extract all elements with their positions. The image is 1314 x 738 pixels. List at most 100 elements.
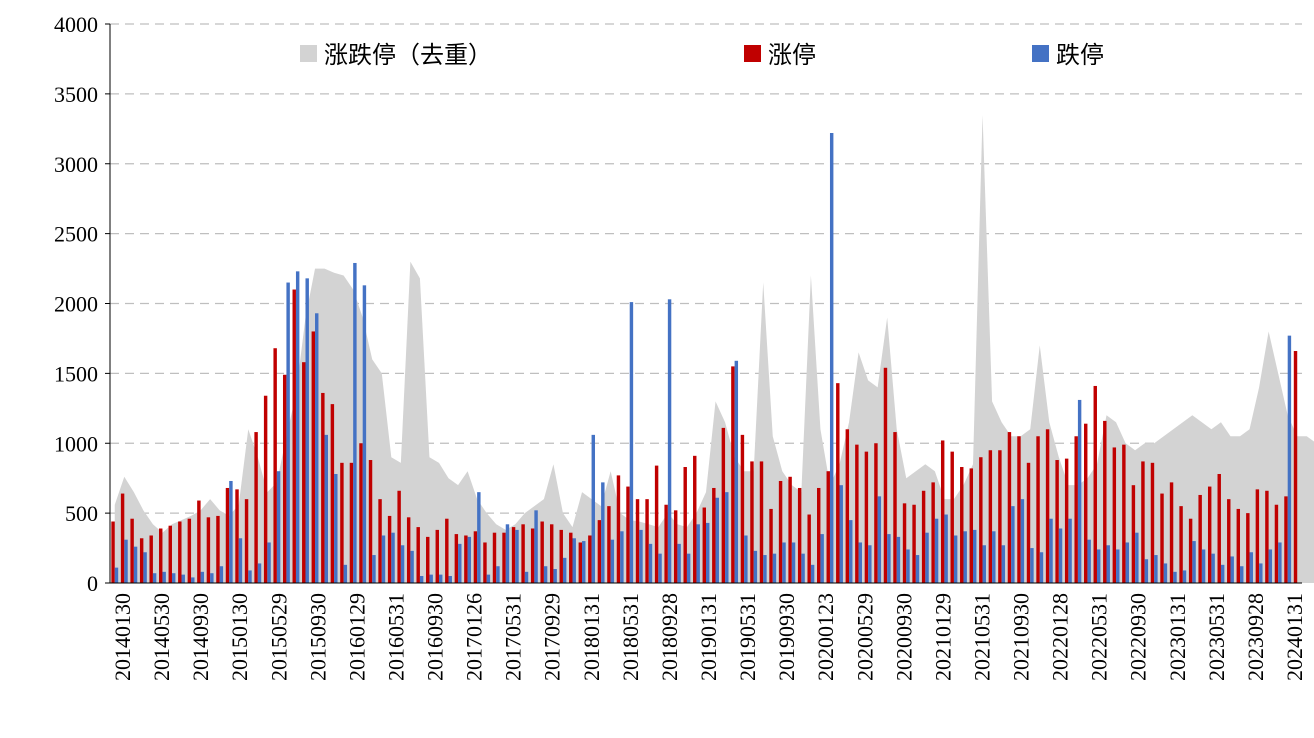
legend-item: 涨停 [744, 41, 816, 69]
bar-limit-up [1188, 518, 1193, 583]
bar-limit-down [782, 542, 786, 583]
x-tick-label: 20180928 [657, 593, 682, 681]
bar-limit-down [1135, 532, 1139, 583]
bar-limit-down [267, 542, 271, 583]
bar-limit-down [868, 545, 872, 583]
bar-limit-down [1173, 571, 1177, 583]
bar-limit-up [1026, 462, 1031, 583]
x-tick-label: 20190930 [774, 593, 799, 681]
bar-limit-down [1278, 542, 1282, 583]
bar-limit-down [524, 571, 529, 583]
bar-limit-down [171, 573, 176, 583]
bar-limit-down [372, 555, 376, 583]
bar-limit-up [750, 461, 754, 583]
legend-label: 涨停 [768, 41, 816, 69]
bar-limit-up [149, 535, 153, 583]
bar-limit-up [530, 528, 535, 583]
bar-limit-down [858, 542, 863, 583]
bar-limit-down [572, 538, 576, 583]
bar-limit-up [864, 451, 869, 583]
x-tick-label: 20180531 [618, 593, 643, 681]
bar-limit-down [629, 302, 634, 583]
bar-limit-up [178, 521, 182, 583]
bar-limit-up [712, 487, 716, 583]
x-tick-label: 20160129 [344, 593, 369, 681]
bar-limit-up [187, 518, 192, 583]
bar-limit-up [921, 490, 926, 583]
bar-limit-up [435, 529, 439, 583]
bar-limit-up [1112, 447, 1117, 583]
bar-limit-down [1230, 556, 1234, 583]
bar-limit-up [368, 460, 373, 583]
x-tick-label: 20180131 [579, 593, 604, 681]
bar-limit-down [1106, 545, 1110, 583]
bar-limit-down [553, 569, 557, 583]
bar-limit-up [797, 487, 802, 583]
x-tick-label: 20170126 [462, 593, 487, 681]
bar-limit-up [683, 467, 687, 583]
bar-limit-down [200, 571, 205, 583]
bar-limit-up [273, 348, 277, 583]
bar-limit-down [248, 570, 252, 583]
bar-limit-up [559, 529, 563, 583]
bar-limit-down [486, 574, 491, 583]
bar-limit-down [648, 543, 653, 583]
bar-limit-down [839, 485, 843, 583]
bar-limit-up [1227, 499, 1231, 583]
bar-limit-down [1001, 545, 1006, 583]
bar-limit-up [1207, 486, 1212, 583]
legend-item: 跌停 [1032, 41, 1104, 69]
x-tick-label: 20150130 [227, 593, 252, 681]
y-tick-label: 4000 [54, 12, 98, 37]
bar-limit-down [1201, 549, 1206, 583]
bar-limit-down [829, 133, 834, 583]
bar-limit-down [610, 539, 615, 583]
bar-limit-down [1182, 570, 1187, 583]
x-tick-label: 20220128 [1048, 593, 1073, 681]
bar-limit-up [111, 521, 115, 583]
bar-limit-down [1068, 518, 1072, 583]
bar-limit-up [416, 527, 420, 583]
bar-limit-up [855, 444, 859, 583]
bar-limit-up [1293, 351, 1298, 583]
bar-limit-up [931, 482, 935, 583]
x-tick-label: 20190131 [696, 593, 721, 681]
bar-limit-down [801, 553, 805, 583]
bar-limit-up [464, 535, 468, 583]
bar-limit-up [836, 383, 840, 583]
bar-limit-down [343, 564, 348, 583]
bar-limit-up [120, 493, 125, 583]
x-tick-label: 20230928 [1243, 593, 1268, 681]
legend: 涨跌停（去重） 涨停 跌停 [300, 41, 1104, 69]
bar-limit-up [216, 515, 220, 583]
bar-limit-up [1055, 460, 1059, 583]
bar-limit-up [816, 487, 821, 583]
bar-limit-down [906, 549, 910, 583]
bar-limit-down [992, 531, 996, 583]
bar-limit-down [467, 536, 472, 583]
bar-limit-down [953, 535, 958, 583]
bar-limit-down [400, 545, 405, 583]
bar-limit-down [877, 496, 882, 583]
bar-limit-down [181, 574, 185, 583]
bar-limit-down [429, 574, 433, 583]
bar-limit-down [315, 313, 319, 583]
bar-limit-down [1011, 506, 1015, 583]
bar-limit-up [1007, 432, 1012, 583]
bar-limit-down [896, 536, 901, 583]
bar-limit-down [1030, 548, 1034, 583]
bar-limit-up [1284, 496, 1288, 583]
bar-limit-down [286, 282, 290, 583]
bar-limit-down [925, 532, 929, 583]
bar-limit-down [515, 529, 519, 583]
bar-limit-up [197, 500, 201, 583]
bar-limit-up [969, 468, 974, 583]
x-tick-label: 20210930 [1009, 593, 1034, 681]
bar-limit-up [1036, 436, 1040, 583]
bar-limit-up [244, 499, 249, 583]
bar-limit-down [391, 532, 395, 583]
bar-limit-down [362, 285, 367, 583]
bar-limit-up [454, 534, 459, 583]
bar-limit-down [238, 538, 243, 583]
y-tick-label: 2000 [54, 292, 98, 317]
